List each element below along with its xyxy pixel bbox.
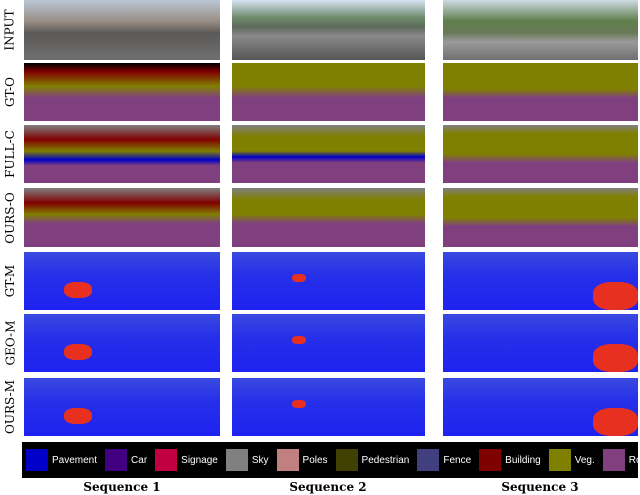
legend-label: Fence <box>443 454 472 466</box>
column-label-sequence-1: Sequence 1 <box>83 480 161 494</box>
car-segment <box>593 344 638 372</box>
row-label-text: OURS-M <box>3 380 17 434</box>
row-label-text: OURS-O <box>3 191 18 244</box>
legend-label: Veg. <box>574 454 595 466</box>
legend-label: Pavement <box>52 454 98 466</box>
legend: Pavement Car Signage Sky Poles Pedestrian Fenc… <box>22 442 640 478</box>
image-gt-o-seq2 <box>232 63 425 121</box>
car-segment <box>64 282 92 298</box>
legend-swatch-poles <box>276 449 299 471</box>
row-label: OURS-O <box>0 188 20 247</box>
column-label-sequence-2: Sequence 2 <box>289 480 367 494</box>
image-ours-o-seq1 <box>24 188 220 247</box>
legend-label: Signage <box>181 454 218 466</box>
legend-swatch-veg <box>548 449 571 471</box>
row-label-text: FULL-C <box>3 130 17 178</box>
image-geo-m-seq2 <box>232 314 425 372</box>
car-segment <box>593 282 638 310</box>
row-label: GT-M <box>0 252 20 310</box>
image-ours-o-seq2 <box>232 188 425 247</box>
legend-swatch-fence <box>417 449 440 471</box>
image-gt-m-seq3 <box>443 252 638 310</box>
car-segment <box>64 408 92 424</box>
image-gt-m-seq1 <box>24 252 220 310</box>
image-ours-m-seq1 <box>24 378 220 436</box>
image-input-seq3 <box>443 0 638 60</box>
legend-label: Road <box>628 454 640 466</box>
image-gt-o-seq1 <box>24 63 220 121</box>
legend-swatch-car <box>105 449 128 471</box>
row-label: OURS-M <box>0 378 20 436</box>
image-full-c-seq1 <box>24 125 220 183</box>
row-label: INPUT <box>0 0 20 60</box>
row-label: GT-O <box>0 63 20 121</box>
legend-swatch-sky <box>225 449 248 471</box>
image-ours-m-seq3 <box>443 378 638 436</box>
row-label-text: INPUT <box>3 9 18 51</box>
legend-swatch-pedestrian <box>335 449 358 471</box>
car-segment <box>64 344 92 360</box>
legend-swatch-signage <box>155 449 178 471</box>
row-label: FULL-C <box>0 125 20 183</box>
car-segment <box>593 408 638 436</box>
row-label-text: GT-M <box>3 264 18 298</box>
legend-label: Building <box>505 454 541 466</box>
car-segment <box>292 336 306 344</box>
image-full-c-seq3 <box>443 125 638 183</box>
image-ours-o-seq3 <box>443 188 638 247</box>
image-gt-m-seq2 <box>232 252 425 310</box>
car-segment <box>292 400 306 408</box>
legend-swatch-building <box>479 449 502 471</box>
row-label: GEO-M <box>0 314 20 372</box>
legend-label: Pedestrian <box>361 454 410 466</box>
legend-label: Poles <box>302 454 328 466</box>
row-label-text: GEO-M <box>3 320 17 366</box>
image-input-seq2 <box>232 0 425 60</box>
legend-swatch-road <box>602 449 625 471</box>
image-gt-o-seq3 <box>443 63 638 121</box>
image-ours-m-seq2 <box>232 378 425 436</box>
column-label-sequence-3: Sequence 3 <box>501 480 579 494</box>
row-label-text: GT-O <box>3 77 17 107</box>
legend-label: Sky <box>251 454 269 466</box>
image-geo-m-seq1 <box>24 314 220 372</box>
legend-swatch-pavement <box>26 449 48 471</box>
car-segment <box>292 274 306 282</box>
image-geo-m-seq3 <box>443 314 638 372</box>
legend-label: Car <box>131 454 148 466</box>
image-input-seq1 <box>24 0 220 60</box>
image-full-c-seq2 <box>232 125 425 183</box>
